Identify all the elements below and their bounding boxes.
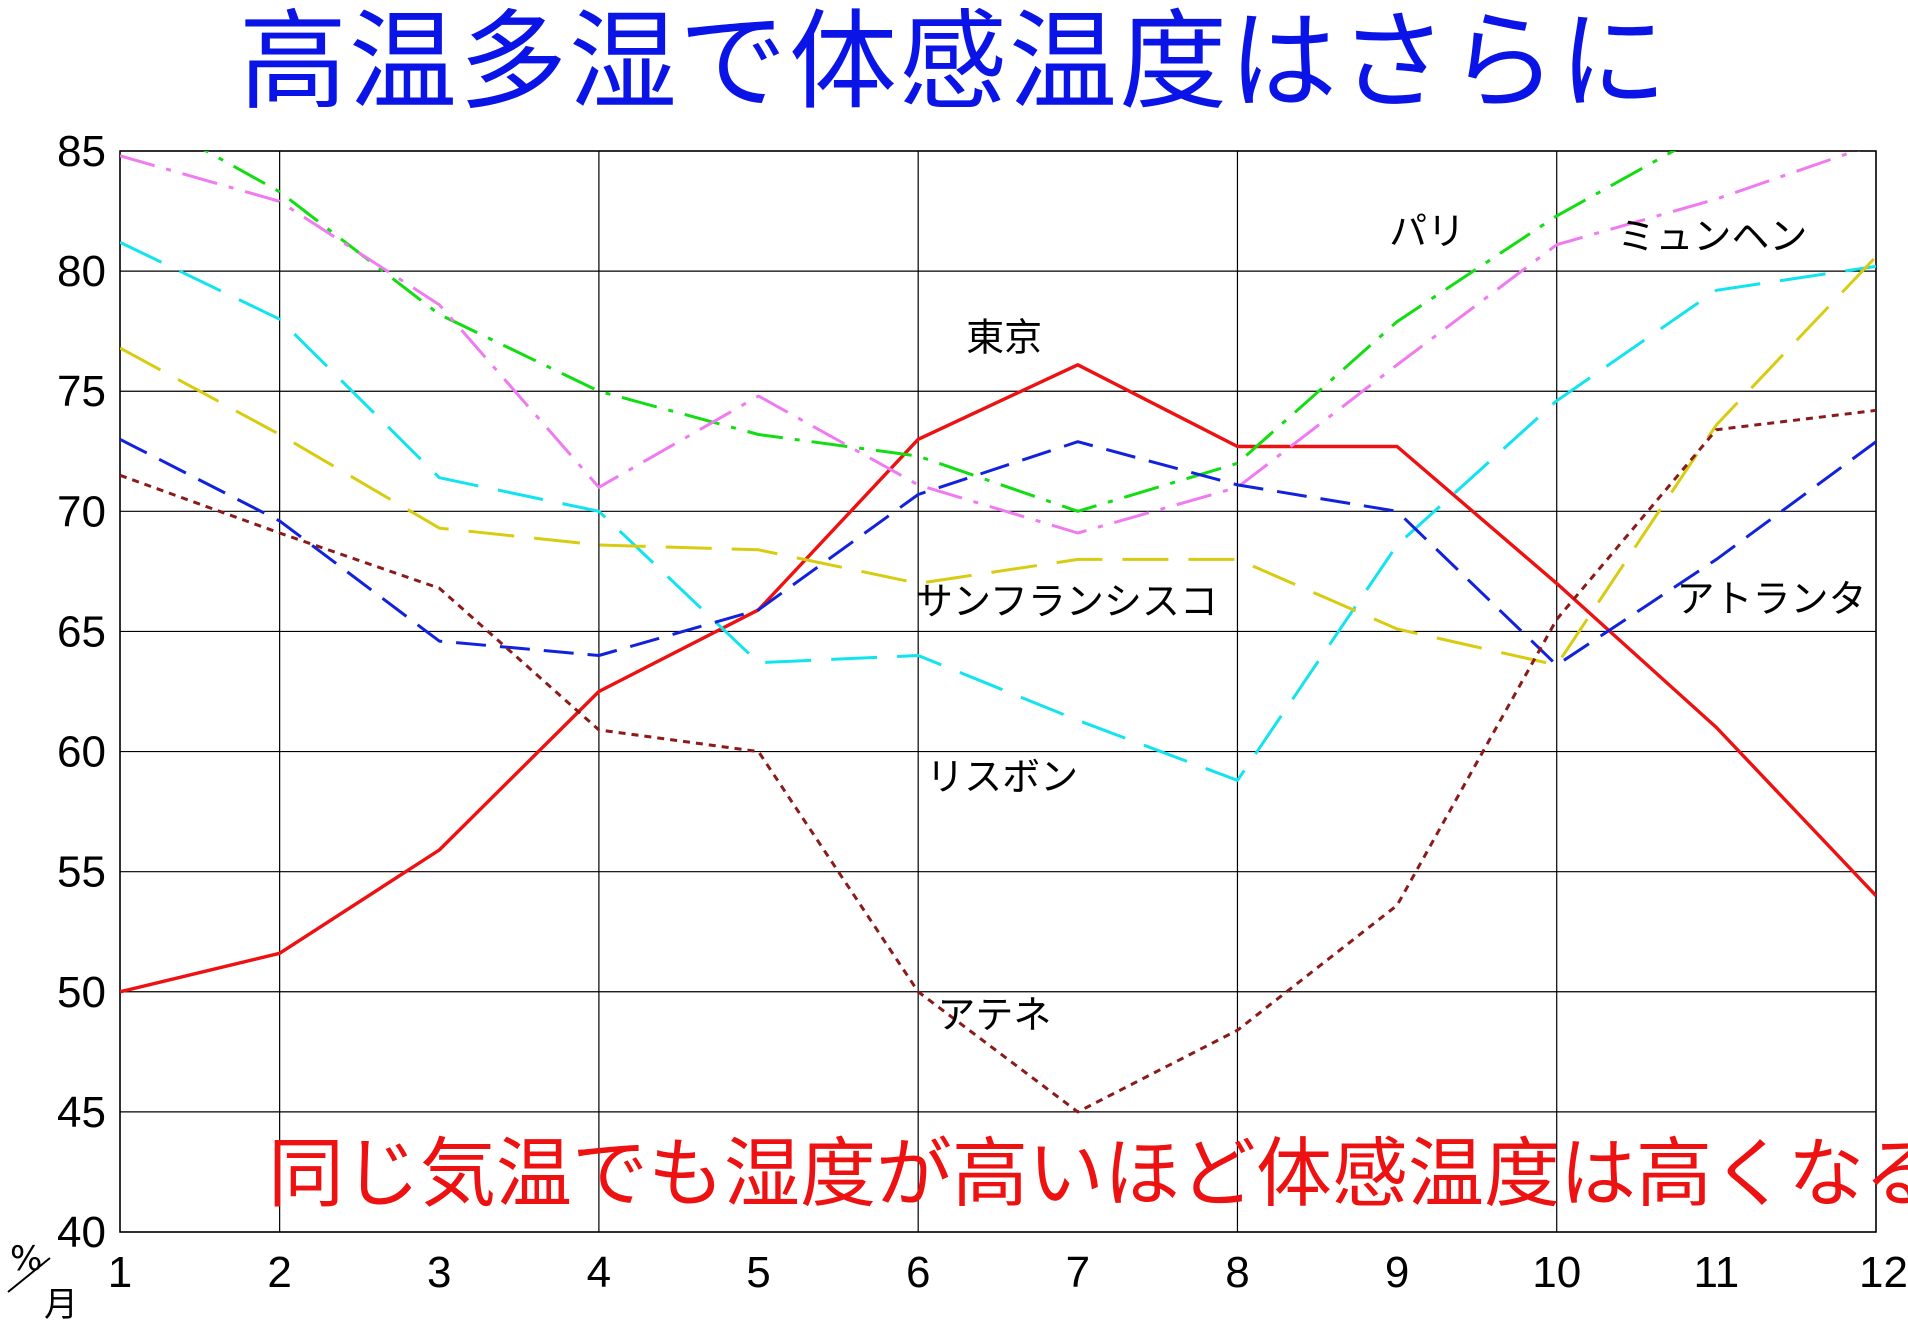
x-tick-label: 6 (906, 1248, 930, 1297)
chart-annotation: 同じ気温でも湿度が高いほど体感温度は高くなる (268, 1129, 1908, 1218)
x-tick-label: 11 (1694, 1248, 1740, 1297)
series-label: ミュンヘン (1617, 214, 1807, 258)
y-tick-label: 65 (57, 607, 106, 656)
y-tick-label: 50 (57, 968, 106, 1017)
series-label: パリ (1389, 210, 1465, 254)
series-line-1 (203, 151, 1677, 513)
y-tick-label: 70 (57, 487, 106, 536)
plot-frame (119, 150, 1877, 1233)
x-tick-label: 8 (1225, 1248, 1249, 1297)
y-tick-label: 45 (57, 1088, 106, 1137)
y-tick-label: 55 (57, 848, 106, 897)
series-label: 東京 (966, 315, 1042, 359)
y-tick-label: 40 (57, 1208, 106, 1257)
grid (119, 150, 1877, 1233)
unit-divider (7, 1257, 51, 1293)
series-line-6 (120, 408, 1876, 1114)
y-unit-label: % (10, 1239, 42, 1279)
x-tick-label: 5 (746, 1248, 770, 1297)
y-tick-label: 80 (57, 247, 106, 296)
y-tick-label: 75 (57, 367, 106, 416)
y-tick-label: 85 (57, 127, 106, 176)
x-tick-label: 4 (587, 1248, 611, 1297)
x-tick-label: 7 (1066, 1248, 1090, 1297)
series-label: リスボン (926, 755, 1078, 799)
series-line-4 (120, 255, 1876, 667)
series-line-3 (120, 240, 1876, 782)
x-tick-label: 3 (427, 1248, 451, 1297)
series-label: アトランタ (1676, 577, 1866, 621)
series-line-2 (120, 151, 1860, 535)
y-tick-label: 60 (57, 728, 106, 777)
chart-title: 高温多湿で体感温度はさらに (238, 0, 1669, 125)
series-line-5 (120, 437, 1876, 667)
series-lines (120, 151, 1876, 1114)
x-tick-label: 9 (1385, 1248, 1409, 1297)
x-tick-label: 12 (1859, 1248, 1908, 1297)
x-tick-label: 10 (1532, 1248, 1581, 1297)
x-tick-label: 2 (267, 1248, 291, 1297)
series-label: アテネ (937, 993, 1051, 1037)
series-line-0 (120, 363, 1876, 994)
x-tick-label: 1 (108, 1248, 132, 1297)
x-unit-label: 月 (44, 1285, 78, 1323)
series-label: サンフランシスコ (915, 580, 1218, 624)
